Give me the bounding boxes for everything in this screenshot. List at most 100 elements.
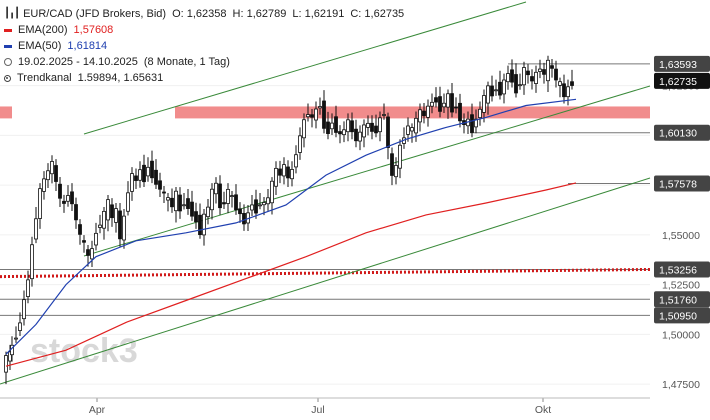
candle-body [166,197,170,201]
price-tag [654,124,710,141]
candle-body [238,208,242,215]
open-value: O: 1,62358 [172,8,227,20]
candle-body [178,194,182,212]
x-tick-label: Okt [535,404,551,416]
candle-body [418,109,422,123]
candle-body [130,173,134,192]
candle-body [430,101,434,107]
candle-body [366,122,370,128]
candle-body [154,169,158,185]
candle-body [262,202,266,206]
ema200-value: 1,57608 [73,24,114,36]
period-note: (8 Monate, 1 Tag) [143,56,230,68]
chart-legend: ┃╻┃ EUR/CAD (JFD Brokers, Bid) O: 1,6235… [4,6,404,86]
candle-body [194,211,198,223]
channel-middle-line [83,85,651,257]
clock-icon [4,58,12,66]
ema200-label: EMA(200) [18,24,68,36]
candle-body [150,160,154,179]
trend-label: Trendkanal [17,72,72,84]
resistance-zone [175,106,650,119]
candle-body [74,204,78,221]
candle-body [222,202,226,205]
close-value: C: 1,62735 [350,8,405,20]
candle-body [314,108,318,121]
candle-body [534,71,538,84]
candle-body [134,175,138,181]
candle-body [242,212,246,225]
candle-body [42,178,46,192]
candle-body [78,224,82,235]
candle-body [34,218,38,240]
candle-body [330,122,334,130]
candle-body [422,110,426,117]
candle-body [358,131,362,142]
candle-body [474,118,478,128]
candle-body [202,213,206,236]
x-tick-label: Apr [89,404,106,416]
candle-body [18,322,22,331]
candle-body [206,206,210,218]
candle-body [126,192,130,212]
ema50-swatch-icon [4,44,12,48]
candle-body [526,70,530,76]
price-tag [654,55,710,72]
candle-body [398,144,402,169]
legend-period-row: 19.02.2025 - 14.10.2025 (8 Monate, 1 Tag… [4,54,404,70]
candle-body [142,164,146,183]
candle-body [66,195,70,202]
candle-body [542,69,546,75]
candle-body [446,93,450,108]
candle-body [254,199,258,214]
candle-body [4,355,8,373]
candle-body [90,248,94,260]
candle-body [410,127,414,132]
candle-body [386,116,390,148]
candle-body [146,166,150,177]
candle-body [302,119,306,139]
candle-body [342,129,346,136]
candle-body [514,74,518,94]
candle-body [306,114,310,118]
instrument-name: EUR/CAD (JFD Brokers, Bid) [23,8,167,20]
legend-trend-row: Trendkanal 1.59894, 1.65631 [4,70,404,86]
candle-body [558,81,562,86]
candle-body [210,188,214,211]
candle-body [106,199,110,221]
resistance-zone-left [0,106,12,119]
candle-body [114,208,118,223]
candle-body [454,106,458,109]
channel-lower-line [0,177,651,385]
candle-body [374,125,378,134]
candle-body [82,240,86,243]
candle-body [350,120,354,133]
ema200-line [5,182,577,367]
candle-body [390,153,394,176]
candle-body [158,180,162,190]
candle-body [50,161,54,175]
candle-body [498,81,502,96]
candle-body [378,117,382,133]
candle-body [118,210,122,240]
candle-body [58,183,62,199]
price-tag [654,261,710,278]
price-tag-label: 1,50950 [659,310,697,322]
price-tag-label: 1,51760 [659,294,697,306]
ema50-value: 1,61814 [67,40,108,52]
candle-body [554,68,558,81]
candle-body [174,190,178,212]
price-tag-label: 1,60130 [659,128,697,140]
candle-body [198,214,202,236]
candlestick-icon: ┃╻┃ [4,8,20,19]
candle-body [546,59,550,82]
candle-body [54,165,58,182]
legend-instrument-row: ┃╻┃ EUR/CAD (JFD Brokers, Bid) O: 1,6235… [4,6,404,22]
candle-body [442,102,446,108]
price-tag-label: 1,63593 [659,59,697,71]
ema50-label: EMA(50) [18,40,62,52]
candle-body [538,68,542,72]
trend-channel-icon [4,74,11,82]
legend-ema200-row: EMA(200) 1,57608 [4,22,404,38]
candle-body [494,89,498,92]
price-tag-label: 1,53256 [659,265,697,277]
